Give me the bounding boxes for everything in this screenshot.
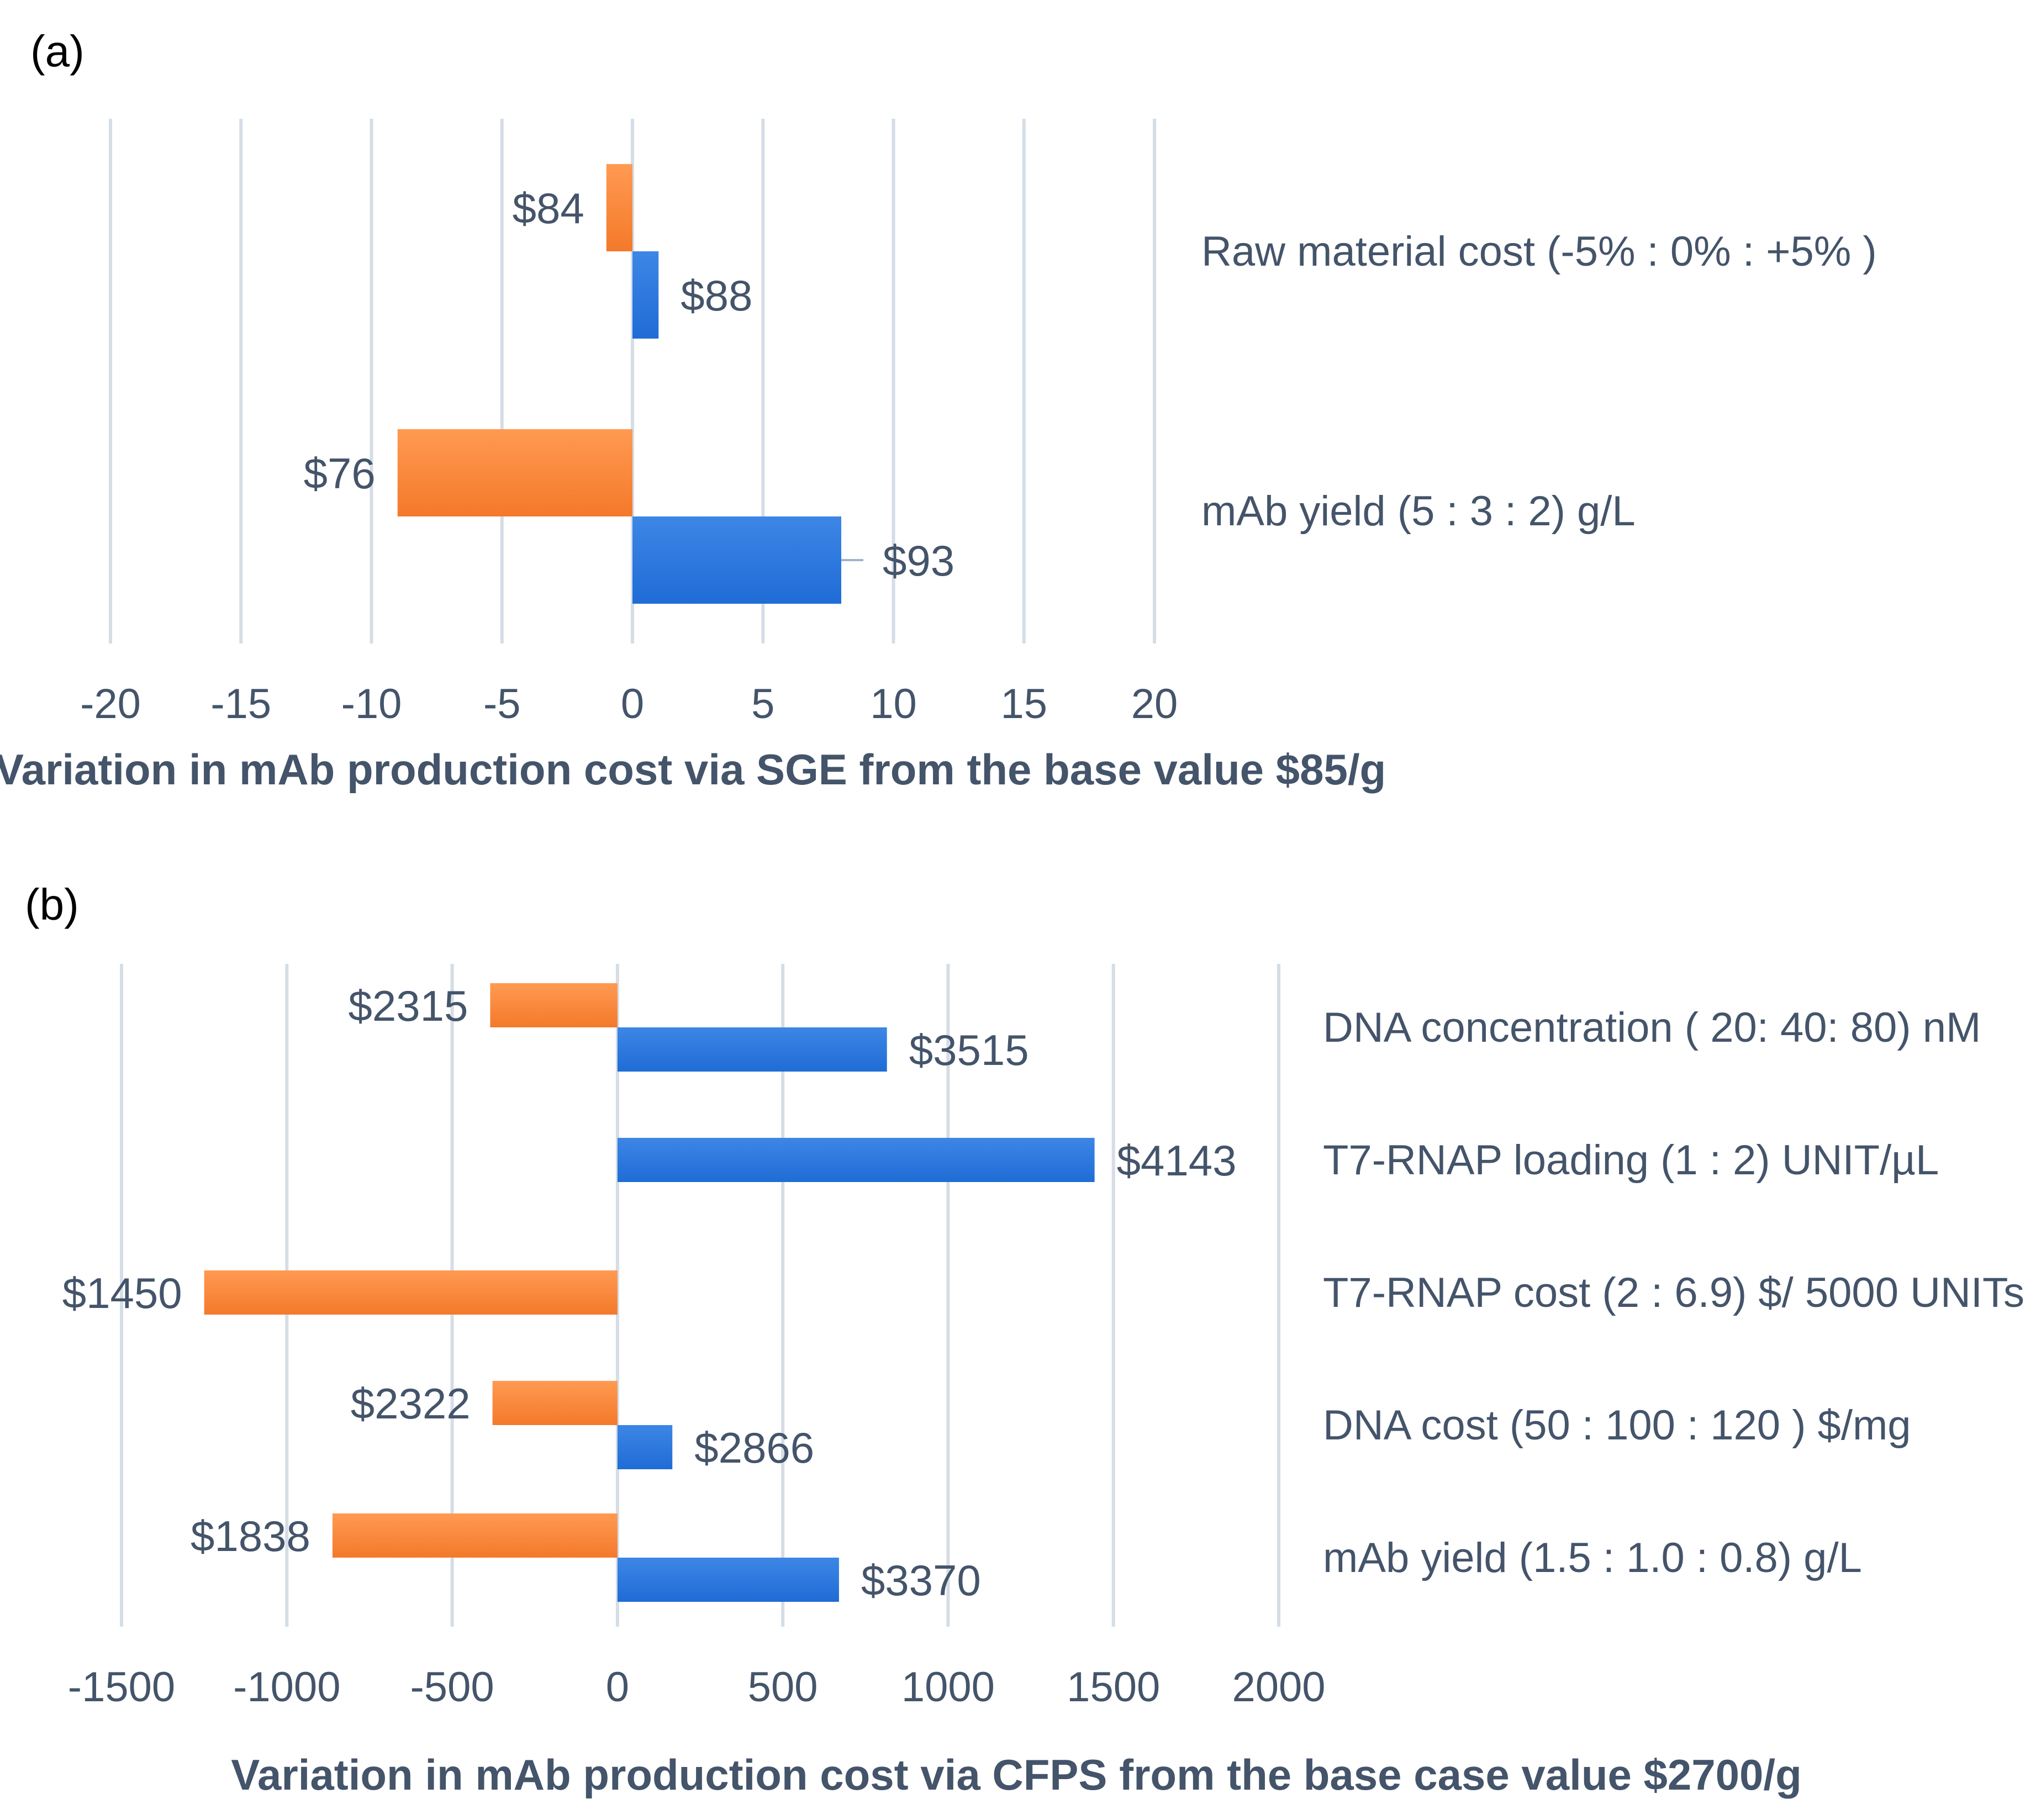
x-tick-label: -15: [210, 680, 271, 727]
x-tick-label: 10: [870, 680, 917, 727]
x-tick-label: -500: [410, 1664, 494, 1711]
x-tick-label: -1000: [233, 1664, 340, 1711]
panel-a-bars: [397, 164, 841, 604]
x-tick-label: 5: [751, 680, 774, 727]
x-tick-label: 0: [606, 1664, 629, 1711]
category-label: Raw material cost (-5% : 0% : +5% ): [1201, 228, 1877, 275]
data-label-high-0: $3515: [909, 1026, 1029, 1074]
data-label-high-1: $4143: [1117, 1136, 1237, 1185]
x-tick-label: 1000: [901, 1664, 995, 1711]
panel-b-label: (b): [25, 880, 79, 929]
bar-high-0: [632, 251, 659, 339]
x-tick-label: 500: [748, 1664, 818, 1711]
bar-low-4: [332, 1513, 618, 1558]
data-label-low-0: $84: [513, 184, 584, 233]
x-tick-label: 2000: [1232, 1664, 1325, 1711]
category-label: T7-RNAP loading (1 : 2) UNIT/µL: [1323, 1137, 1939, 1184]
x-tick-label: 15: [1000, 680, 1047, 727]
x-tick-label: -10: [341, 680, 402, 727]
category-label: mAb yield (5 : 3 : 2) g/L: [1201, 488, 1636, 535]
panel-b-bars: [204, 983, 1095, 1602]
data-label-low-4: $1838: [191, 1512, 310, 1560]
bar-low-2: [204, 1270, 618, 1315]
x-tick-label: 1500: [1067, 1664, 1160, 1711]
bar-low-3: [492, 1381, 618, 1425]
x-tick-label: -1500: [68, 1664, 175, 1711]
category-label: DNA cost (50 : 100 : 120 ) $/mg: [1323, 1402, 1911, 1449]
bar-low-1: [397, 429, 632, 516]
panel-b-x-ticks: -1500 -1000 -500 0 500 1000 1500 2000: [68, 1664, 1326, 1711]
panel-a-data-labels: $84 $76 $88 $93: [304, 184, 955, 585]
bar-high-4: [617, 1558, 839, 1602]
x-tick-label: -20: [80, 680, 141, 727]
data-label-high-0: $88: [681, 271, 752, 320]
panel-a-categories: Raw material cost (-5% : 0% : +5% ) mAb y…: [1201, 228, 1877, 535]
x-tick-label: -5: [483, 680, 521, 727]
data-label-low-0: $2315: [349, 982, 468, 1030]
data-label-high-1: $93: [883, 536, 954, 585]
data-label-high-3: $2866: [694, 1423, 814, 1472]
x-tick-label: 0: [621, 680, 644, 727]
bar-high-1: [617, 1138, 1095, 1182]
category-label: T7-RNAP cost (2 : 6.9) $/ 5000 UNITs: [1323, 1269, 2024, 1316]
panel-b-categories: DNA concentration ( 20: 40: 80) nM T7-RNA…: [1323, 1004, 2024, 1581]
data-label-low-3: $2322: [351, 1379, 471, 1428]
bar-low-0: [490, 983, 618, 1027]
category-label: DNA concentration ( 20: 40: 80) nM: [1323, 1004, 1981, 1051]
panel-a-sge: (a) $84 $76 $88 $93 -20 -15 -10 -5 0 5 10 15 20 Raw…: [0, 27, 1877, 794]
panel-b-data-labels: $2315 $1450 $2322 $1838 $3515 $4143 $2866 $3370: [62, 982, 1237, 1605]
data-label-low-2: $1450: [62, 1269, 182, 1317]
bar-high-3: [617, 1425, 673, 1469]
category-label: mAb yield (1.5 : 1.0 : 0.8) g/L: [1323, 1534, 1862, 1581]
panel-a-label: (a): [30, 27, 85, 76]
data-label-high-4: $3370: [861, 1556, 981, 1605]
data-label-low-1: $76: [304, 449, 376, 498]
x-tick-label: 20: [1131, 680, 1178, 727]
panel-b-x-axis-title: Variation in mAb production cost via CFP…: [231, 1750, 1802, 1799]
panel-a-x-ticks: -20 -15 -10 -5 0 5 10 15 20: [80, 680, 1178, 727]
bar-low-0: [606, 164, 632, 251]
panel-a-x-axis-title: Variation in mAb production cost via SGE…: [0, 745, 1386, 794]
bar-high-0: [617, 1027, 887, 1072]
panel-b-cfps: (b) $2315$1450$2322$1838$3515$4143$2866$…: [25, 880, 2024, 1799]
bar-high-1: [632, 516, 841, 604]
